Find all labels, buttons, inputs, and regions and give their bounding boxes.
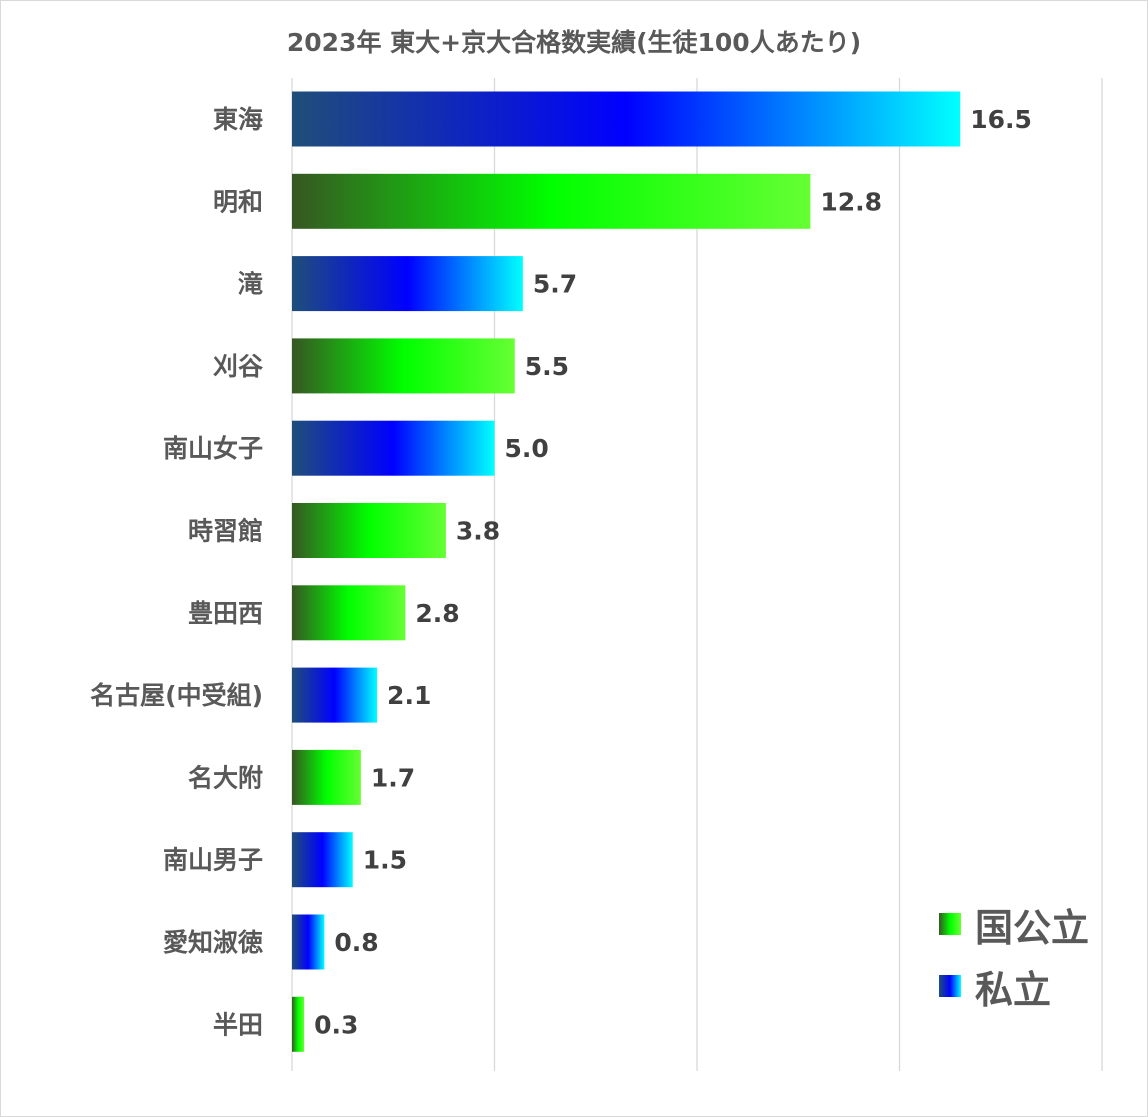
category-label: 名大附	[188, 763, 263, 792]
data-label: 1.5	[363, 846, 407, 875]
bar	[292, 173, 811, 229]
category-label: 豊田西	[188, 599, 263, 628]
legend-label-public: 国公立	[975, 905, 1090, 950]
category-label: 南山男子	[163, 846, 263, 875]
category-label: 名古屋(中受組)	[90, 681, 263, 710]
category-label: 滝	[238, 270, 263, 299]
category-label: 愛知淑徳	[163, 928, 263, 957]
bar	[292, 338, 515, 394]
legend-item-private: 私立	[939, 955, 1089, 1017]
data-label: 2.8	[415, 599, 459, 628]
data-label: 5.5	[525, 352, 569, 381]
bar	[292, 91, 961, 147]
legend-swatch-public	[939, 913, 961, 935]
category-label: 半田	[213, 1010, 263, 1039]
bar	[292, 585, 406, 641]
bar	[292, 914, 325, 970]
category-label: 南山女子	[163, 434, 263, 463]
data-label: 3.8	[456, 517, 500, 546]
data-label: 1.7	[371, 763, 415, 792]
category-label: 明和	[213, 187, 263, 216]
data-label: 12.8	[820, 187, 882, 216]
data-label: 16.5	[970, 105, 1032, 134]
bar	[292, 749, 361, 805]
data-label: 5.0	[505, 434, 549, 463]
legend-swatch-private	[939, 975, 961, 997]
bar	[292, 503, 446, 558]
data-label: 0.3	[314, 1010, 358, 1039]
bar	[292, 667, 378, 723]
category-label: 東海	[213, 105, 263, 134]
bar	[292, 256, 523, 312]
data-label: 0.8	[334, 928, 378, 957]
data-label: 2.1	[387, 681, 431, 710]
category-label: 時習館	[188, 517, 263, 546]
legend-item-public: 国公立	[939, 893, 1089, 955]
bar	[292, 832, 353, 888]
data-label: 5.7	[533, 270, 577, 299]
chart-title: 2023年 東大+京大合格数実績(生徒100人あたり)	[286, 28, 862, 57]
bar	[292, 996, 305, 1052]
legend: 国公立 私立	[931, 889, 1098, 1021]
bar	[292, 420, 495, 476]
category-label: 刈谷	[213, 352, 264, 381]
legend-label-private: 私立	[975, 967, 1052, 1012]
